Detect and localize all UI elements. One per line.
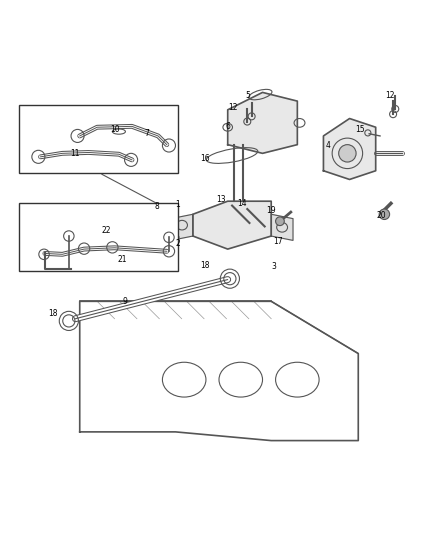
Text: 18: 18	[48, 309, 57, 318]
Text: 6: 6	[225, 122, 230, 131]
Text: 7: 7	[145, 129, 150, 138]
Text: 4: 4	[325, 141, 330, 150]
Text: 14: 14	[237, 199, 247, 208]
Polygon shape	[271, 214, 293, 240]
Polygon shape	[193, 201, 271, 249]
Text: 1: 1	[175, 200, 180, 209]
Polygon shape	[228, 92, 297, 154]
Text: 12: 12	[228, 103, 238, 112]
Text: 22: 22	[101, 227, 110, 235]
Polygon shape	[171, 214, 193, 240]
Text: 3: 3	[271, 262, 276, 271]
Text: 10: 10	[111, 125, 120, 134]
Text: 20: 20	[376, 211, 386, 220]
Text: 5: 5	[246, 91, 251, 100]
Text: 18: 18	[200, 261, 210, 270]
Text: 17: 17	[273, 237, 283, 246]
FancyBboxPatch shape	[19, 106, 178, 173]
FancyBboxPatch shape	[19, 204, 178, 271]
Text: 9: 9	[123, 297, 128, 306]
Text: 15: 15	[356, 125, 365, 134]
Text: 11: 11	[70, 149, 79, 158]
Text: 19: 19	[266, 206, 276, 215]
Text: 21: 21	[118, 255, 127, 264]
Polygon shape	[323, 118, 376, 180]
Circle shape	[339, 144, 356, 162]
Text: 13: 13	[216, 195, 226, 204]
Text: 2: 2	[175, 239, 180, 248]
Text: 8: 8	[155, 202, 159, 211]
Circle shape	[379, 209, 390, 220]
Text: 16: 16	[200, 154, 210, 163]
Text: 12: 12	[385, 91, 394, 100]
Circle shape	[276, 217, 284, 225]
